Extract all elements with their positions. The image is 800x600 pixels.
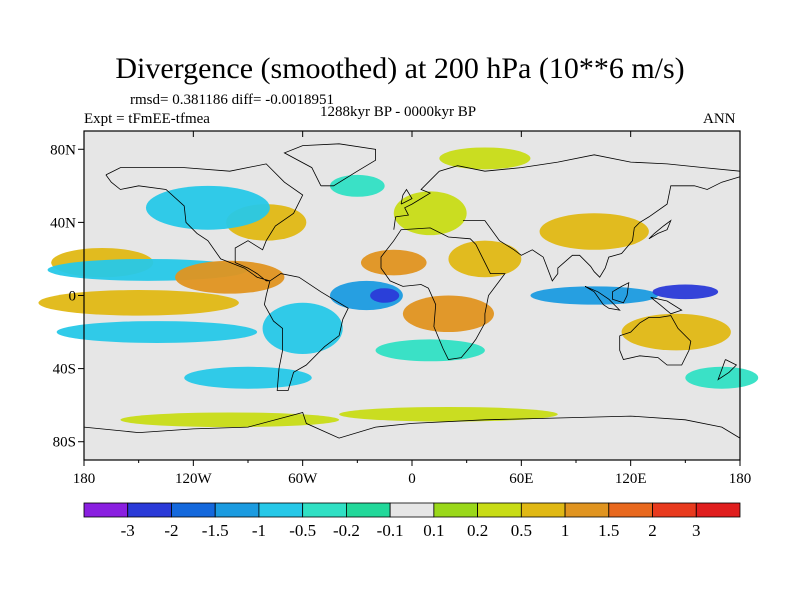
y-tick-label: 40S: [53, 362, 76, 378]
colorbar-label: 0.5: [511, 521, 532, 540]
field-region: [330, 174, 385, 197]
colorbar-swatch: [127, 502, 172, 518]
x-tick-label: 180: [73, 471, 96, 487]
colorbar-label: 0.2: [467, 521, 488, 540]
experiment-label: Expt = tFmEE-tfmea: [84, 111, 210, 127]
colorbar: -3 -2 -1.5 -1 -0.5 -0.2 -0.1 0.1 0.2 0.5 1 1.5 2 3: [83, 502, 741, 540]
colorbar-swatch: [564, 502, 610, 518]
coastline: [83, 412, 741, 439]
chart-title: Divergence (smoothed) at 200 hPa (10**6 …: [115, 52, 685, 85]
field-region: [120, 412, 340, 428]
y-tick-label: 80N: [50, 142, 76, 158]
colorbar-label: 1.5: [598, 521, 619, 540]
field-region: [38, 290, 239, 316]
field-region: [56, 321, 258, 344]
colorbar-swatch: [477, 502, 522, 518]
field-region: [262, 302, 343, 354]
season-label: ANN: [703, 111, 736, 127]
coastline: [650, 296, 683, 315]
colorbar-label: -0.2: [333, 521, 360, 540]
x-tick-label: 0: [408, 471, 416, 487]
x-tick-label: 120W: [175, 471, 213, 487]
rmsd-diff-label: rmsd= 0.381186 diff= -0.0018951: [130, 92, 334, 108]
x-tick-label: 60W: [288, 471, 318, 487]
x-tick-label: 120E: [615, 471, 647, 487]
coastline: [105, 163, 304, 282]
colorbar-swatch: [433, 502, 479, 518]
colorbar-label: 2: [648, 521, 657, 540]
coastline: [612, 281, 630, 304]
colorbar-swatch: [652, 502, 697, 518]
colorbar-swatch: [389, 502, 435, 518]
coastline: [380, 227, 506, 360]
y-tick-label: 40N: [50, 215, 76, 231]
field-region: [370, 288, 400, 303]
colorbar-swatch: [695, 502, 741, 518]
colorbar-label: 1: [561, 521, 570, 540]
period-label: 1288kyr BP - 0000kyr BP: [320, 104, 477, 120]
field-region: [145, 185, 270, 230]
field-region: [448, 240, 522, 278]
colorbar-swatch: [171, 502, 216, 518]
field-region: [339, 406, 558, 422]
coastline: [648, 219, 672, 240]
y-tick-label: 0: [69, 289, 77, 305]
field-region: [360, 249, 427, 276]
field-region: [393, 191, 467, 236]
coastline: [263, 273, 349, 391]
field-region: [402, 295, 495, 333]
colorbar-label: -1.5: [202, 521, 229, 540]
field-region: [375, 339, 485, 362]
axes: 180 120W 60W 0 60E 120E 180 80N 40N 0 40S 80S: [50, 131, 751, 487]
colorbar-swatch: [258, 502, 304, 518]
colorbar-label: 0.1: [423, 521, 444, 540]
colorbar-swatch: [345, 502, 391, 518]
field-region: [530, 286, 658, 305]
coastline: [400, 188, 413, 205]
coastline: [619, 315, 692, 366]
colorbar-swatch: [520, 502, 566, 518]
colorbar-label: -0.5: [289, 521, 316, 540]
colorbar-swatch: [214, 502, 260, 518]
colorbar-swatch: [302, 502, 347, 518]
colorbar-label: -0.1: [377, 521, 404, 540]
coastline: [393, 154, 741, 230]
field-region: [621, 313, 731, 351]
colorbar-label: -3: [121, 521, 135, 540]
colorbar-label: -2: [164, 521, 178, 540]
field-region: [539, 213, 649, 250]
colorbar-swatch: [83, 502, 129, 518]
colorbar-swatch: [608, 502, 653, 518]
field-region: [652, 284, 719, 300]
coastline: [463, 176, 741, 282]
coastline: [717, 359, 738, 381]
coastline: [584, 286, 621, 311]
coastlines: [83, 143, 741, 439]
coastline: [283, 143, 376, 187]
field-region: [184, 366, 312, 389]
field-region: [175, 260, 285, 294]
x-tick-label: 180: [729, 471, 752, 487]
y-tick-label: 80S: [53, 435, 76, 451]
field-region: [439, 147, 531, 170]
colorbar-label: -1: [252, 521, 266, 540]
colorbar-label: 3: [692, 521, 701, 540]
plot-area: [38, 131, 759, 460]
x-tick-label: 60E: [509, 471, 533, 487]
